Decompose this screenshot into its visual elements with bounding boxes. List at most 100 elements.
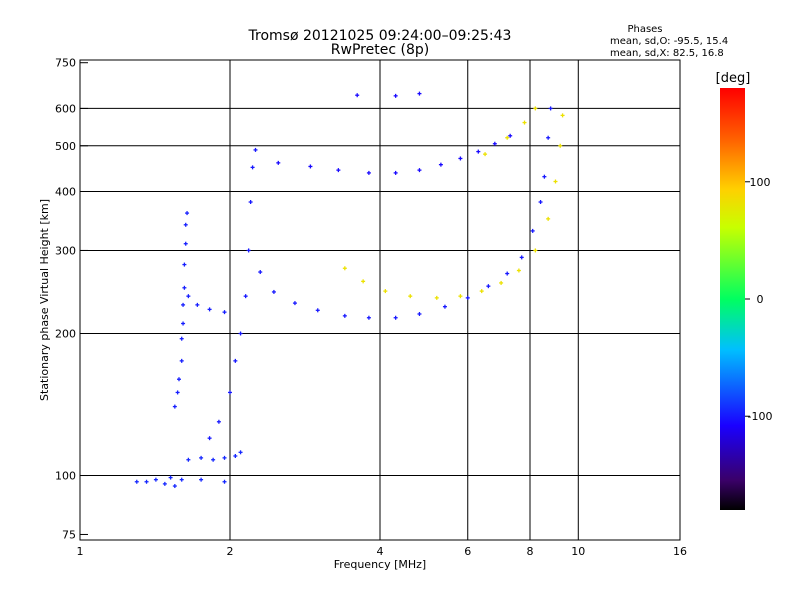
- data-point: [476, 149, 481, 154]
- data-point: [458, 294, 463, 299]
- data-point: [542, 174, 547, 179]
- x-tick-label: 1: [77, 545, 84, 558]
- x-tick-label: 8: [527, 545, 534, 558]
- data-point: [233, 358, 238, 363]
- data-point: [222, 479, 227, 484]
- data-points-layer: [134, 91, 565, 489]
- data-point: [222, 310, 227, 315]
- data-point: [458, 156, 463, 161]
- data-point: [144, 479, 149, 484]
- colorbar-tick-label: 0: [757, 293, 764, 306]
- colorbar-ticks: 100 0 -100: [745, 176, 772, 423]
- data-point: [253, 147, 258, 152]
- phase-info-o: mean, sd,O: -95.5, 15.4: [610, 36, 728, 47]
- data-point: [182, 285, 187, 290]
- data-point: [246, 248, 251, 253]
- data-point: [172, 484, 177, 489]
- data-point: [558, 143, 563, 148]
- chart-title: Tromsø 20121025 09:24:00–09:25:43: [248, 28, 512, 44]
- data-point: [199, 477, 204, 482]
- data-point: [522, 120, 527, 125]
- y-tick-label: 75: [62, 528, 76, 541]
- colorbar-tick-label: -100: [748, 410, 773, 423]
- data-point: [438, 162, 443, 167]
- data-point: [393, 93, 398, 98]
- data-point: [417, 311, 422, 316]
- data-point: [505, 271, 510, 276]
- data-point: [179, 358, 184, 363]
- data-point: [516, 268, 521, 273]
- data-point: [538, 200, 543, 205]
- phase-info-x: mean, sd,X: 82.5, 16.8: [610, 48, 724, 59]
- y-tick-label: 100: [55, 470, 76, 483]
- data-point: [366, 315, 371, 320]
- data-point: [434, 295, 439, 300]
- data-point: [258, 270, 263, 275]
- data-point: [342, 313, 347, 318]
- data-point: [179, 477, 184, 482]
- data-point: [546, 135, 551, 140]
- data-point: [181, 321, 186, 326]
- data-point: [366, 170, 371, 175]
- data-point: [546, 216, 551, 221]
- data-point: [393, 315, 398, 320]
- data-point: [560, 113, 565, 118]
- data-point: [211, 457, 216, 462]
- data-point: [179, 336, 184, 341]
- data-point: [530, 228, 535, 233]
- phase-info-heading: Phases: [627, 24, 662, 35]
- y-tick-label: 500: [55, 140, 76, 153]
- data-point: [185, 211, 190, 216]
- data-point: [195, 302, 200, 307]
- x-tick-label: 6: [464, 545, 471, 558]
- data-point: [186, 294, 191, 299]
- data-point: [308, 164, 313, 169]
- x-tick-label: 2: [227, 545, 234, 558]
- data-point: [486, 284, 491, 289]
- data-point: [342, 266, 347, 271]
- data-point: [134, 479, 139, 484]
- data-point: [250, 165, 255, 170]
- data-point: [315, 308, 320, 313]
- axis-ticks-layer: 1 2 4 6 8 10 16 75 100 200 300 400 500 600 750: [55, 57, 687, 558]
- data-point: [442, 304, 447, 309]
- y-tick-label: 600: [55, 102, 76, 115]
- data-point: [355, 93, 360, 98]
- data-point: [383, 289, 388, 294]
- data-point: [199, 455, 204, 460]
- data-point: [207, 307, 212, 312]
- data-point: [248, 200, 253, 205]
- data-point: [238, 450, 243, 455]
- data-point: [361, 279, 366, 284]
- data-point: [479, 289, 484, 294]
- data-point: [417, 168, 422, 173]
- colorbar-tick-label: 100: [750, 176, 771, 189]
- data-point: [186, 457, 191, 462]
- data-point: [533, 248, 538, 253]
- y-tick-label: 200: [55, 328, 76, 341]
- y-tick-label: 300: [55, 244, 76, 257]
- data-point: [182, 262, 187, 267]
- data-point: [233, 453, 238, 458]
- x-tick-label: 16: [673, 545, 687, 558]
- x-tick-label: 4: [377, 545, 384, 558]
- y-tick-label: 400: [55, 186, 76, 199]
- data-point: [238, 331, 243, 336]
- data-point: [207, 436, 212, 441]
- data-point: [553, 179, 558, 184]
- data-point: [505, 135, 510, 140]
- data-point: [183, 222, 188, 227]
- data-point: [533, 106, 538, 111]
- data-point: [176, 377, 181, 382]
- data-point: [393, 170, 398, 175]
- data-point: [548, 106, 553, 111]
- data-point: [483, 152, 488, 157]
- data-point: [228, 390, 232, 395]
- data-point: [243, 294, 248, 299]
- data-point: [465, 295, 470, 300]
- data-point: [183, 241, 188, 246]
- data-point: [519, 255, 524, 260]
- x-tick-label: 10: [571, 545, 585, 558]
- data-point: [216, 419, 221, 424]
- grid-layer: [80, 60, 680, 540]
